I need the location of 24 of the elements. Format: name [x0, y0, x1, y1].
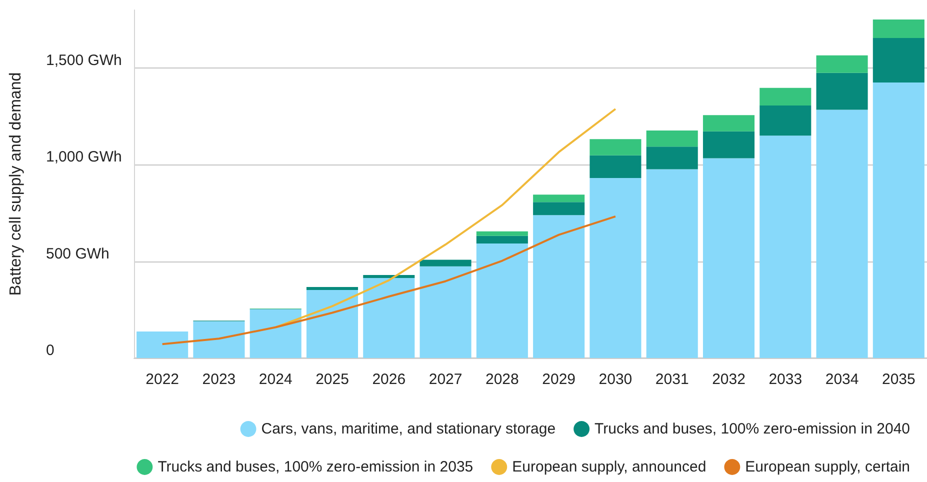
- x-tick-label: 2029: [542, 371, 576, 388]
- x-tick-label: 2032: [712, 371, 746, 388]
- legend-label: Trucks and buses, 100% zero-emission in 2035: [158, 458, 474, 476]
- legend-label: European supply, certain: [745, 458, 910, 476]
- x-tick-label: 2023: [202, 371, 236, 388]
- x-tick-label: 2022: [146, 371, 180, 388]
- x-tick-label: 2025: [316, 371, 349, 388]
- legend-label: Cars, vans, maritime, and stationary storage: [261, 420, 556, 438]
- y-axis-title: Battery cell supply and demand: [8, 72, 24, 296]
- x-tick-label: 2030: [598, 371, 632, 388]
- y-tick-label: 500 GWh: [46, 245, 110, 262]
- x-tick-label: 2033: [768, 371, 802, 388]
- y-tick-label: 1,500 GWh: [46, 52, 122, 69]
- x-tick-label: 2026: [372, 371, 406, 388]
- y-tick-label: 1,000 GWh: [46, 148, 122, 166]
- y-tick-label: 0: [46, 342, 54, 359]
- x-tick-label: 2024: [258, 371, 292, 388]
- x-tick-label: 2034: [825, 371, 859, 388]
- x-tick-label: 2028: [485, 371, 519, 388]
- x-tick-label: 2035: [882, 371, 916, 388]
- x-tick-label: 2031: [655, 371, 689, 388]
- legend-label: European supply, announced: [512, 458, 706, 476]
- legend-label: Trucks and buses, 100% zero-emission in 2040: [594, 420, 910, 438]
- x-tick-label: 2027: [428, 371, 462, 388]
